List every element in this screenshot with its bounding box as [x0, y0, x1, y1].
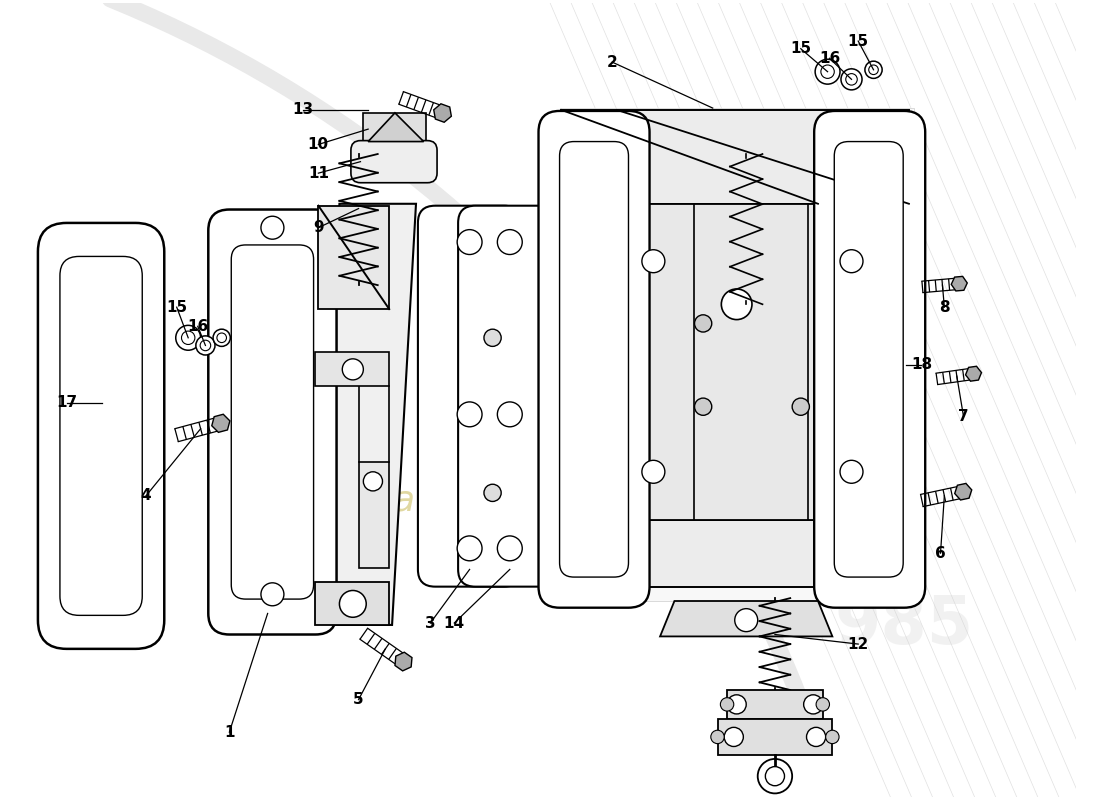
FancyBboxPatch shape [418, 206, 521, 586]
Circle shape [821, 65, 834, 78]
Text: 12: 12 [848, 637, 869, 651]
FancyBboxPatch shape [231, 245, 314, 599]
Circle shape [484, 329, 502, 346]
Circle shape [846, 74, 857, 85]
FancyBboxPatch shape [59, 257, 142, 615]
Circle shape [213, 329, 230, 346]
Text: 15: 15 [848, 34, 869, 49]
Circle shape [806, 727, 826, 746]
Polygon shape [727, 690, 823, 718]
FancyBboxPatch shape [560, 142, 628, 577]
Circle shape [722, 289, 752, 319]
Circle shape [342, 359, 363, 380]
Polygon shape [717, 718, 833, 755]
Text: 16: 16 [187, 318, 208, 334]
Circle shape [711, 730, 724, 744]
Circle shape [196, 336, 214, 355]
Polygon shape [316, 582, 389, 625]
Text: 2: 2 [607, 54, 617, 70]
Circle shape [484, 484, 502, 502]
Circle shape [758, 759, 792, 794]
Circle shape [720, 698, 734, 711]
Polygon shape [560, 108, 914, 601]
Text: EUROPS: EUROPS [576, 332, 906, 401]
Circle shape [217, 333, 227, 342]
Polygon shape [433, 104, 451, 122]
Circle shape [792, 398, 810, 415]
FancyBboxPatch shape [37, 223, 164, 649]
Polygon shape [212, 414, 230, 432]
Polygon shape [561, 520, 909, 586]
Circle shape [261, 583, 284, 606]
Circle shape [642, 250, 664, 273]
Polygon shape [395, 652, 412, 671]
Text: 3: 3 [425, 615, 436, 630]
Circle shape [815, 59, 840, 84]
FancyBboxPatch shape [834, 142, 903, 577]
Text: 16: 16 [818, 50, 840, 66]
Circle shape [363, 472, 383, 491]
FancyBboxPatch shape [351, 141, 437, 182]
Circle shape [340, 590, 366, 618]
Circle shape [804, 695, 823, 714]
Text: 10: 10 [308, 137, 329, 152]
Polygon shape [316, 352, 389, 386]
Text: 11: 11 [308, 166, 329, 181]
Circle shape [497, 230, 522, 254]
Circle shape [182, 331, 195, 345]
Text: 15: 15 [166, 300, 187, 314]
Text: 17: 17 [56, 395, 77, 410]
Circle shape [694, 315, 712, 332]
Circle shape [727, 695, 746, 714]
FancyBboxPatch shape [458, 206, 561, 586]
Circle shape [735, 609, 758, 632]
Circle shape [497, 402, 522, 427]
Circle shape [458, 230, 482, 254]
Text: 4: 4 [141, 488, 152, 503]
Circle shape [261, 216, 284, 239]
Circle shape [826, 730, 839, 744]
Polygon shape [627, 204, 876, 520]
Text: 6: 6 [935, 546, 946, 561]
Circle shape [869, 65, 878, 74]
Text: 14: 14 [443, 615, 465, 630]
FancyBboxPatch shape [208, 210, 337, 634]
Circle shape [724, 727, 744, 746]
Circle shape [458, 402, 482, 427]
Polygon shape [660, 601, 833, 637]
Circle shape [842, 69, 862, 90]
Circle shape [766, 766, 784, 786]
Text: 9: 9 [314, 220, 323, 235]
Text: 7: 7 [958, 409, 969, 424]
Circle shape [840, 460, 864, 483]
Polygon shape [368, 113, 424, 142]
FancyBboxPatch shape [814, 111, 925, 608]
Text: 13: 13 [293, 102, 314, 118]
Polygon shape [966, 366, 981, 381]
Text: 1: 1 [224, 725, 234, 740]
Polygon shape [359, 462, 389, 567]
Polygon shape [955, 483, 971, 500]
Text: 985: 985 [835, 592, 974, 658]
Text: a passion for 985: a passion for 985 [394, 483, 706, 518]
Text: 15: 15 [790, 42, 812, 56]
Text: 18: 18 [911, 357, 932, 372]
FancyBboxPatch shape [539, 111, 649, 608]
Polygon shape [363, 113, 426, 142]
Circle shape [694, 398, 712, 415]
Circle shape [176, 326, 200, 350]
Circle shape [497, 536, 522, 561]
Circle shape [865, 61, 882, 78]
Circle shape [816, 698, 829, 711]
Circle shape [200, 340, 211, 350]
Polygon shape [316, 204, 416, 625]
Circle shape [458, 536, 482, 561]
Text: 8: 8 [939, 300, 949, 314]
Circle shape [642, 460, 664, 483]
Polygon shape [561, 110, 909, 204]
Polygon shape [952, 276, 967, 291]
Text: 5: 5 [353, 692, 364, 707]
Circle shape [840, 250, 864, 273]
Polygon shape [318, 206, 389, 309]
